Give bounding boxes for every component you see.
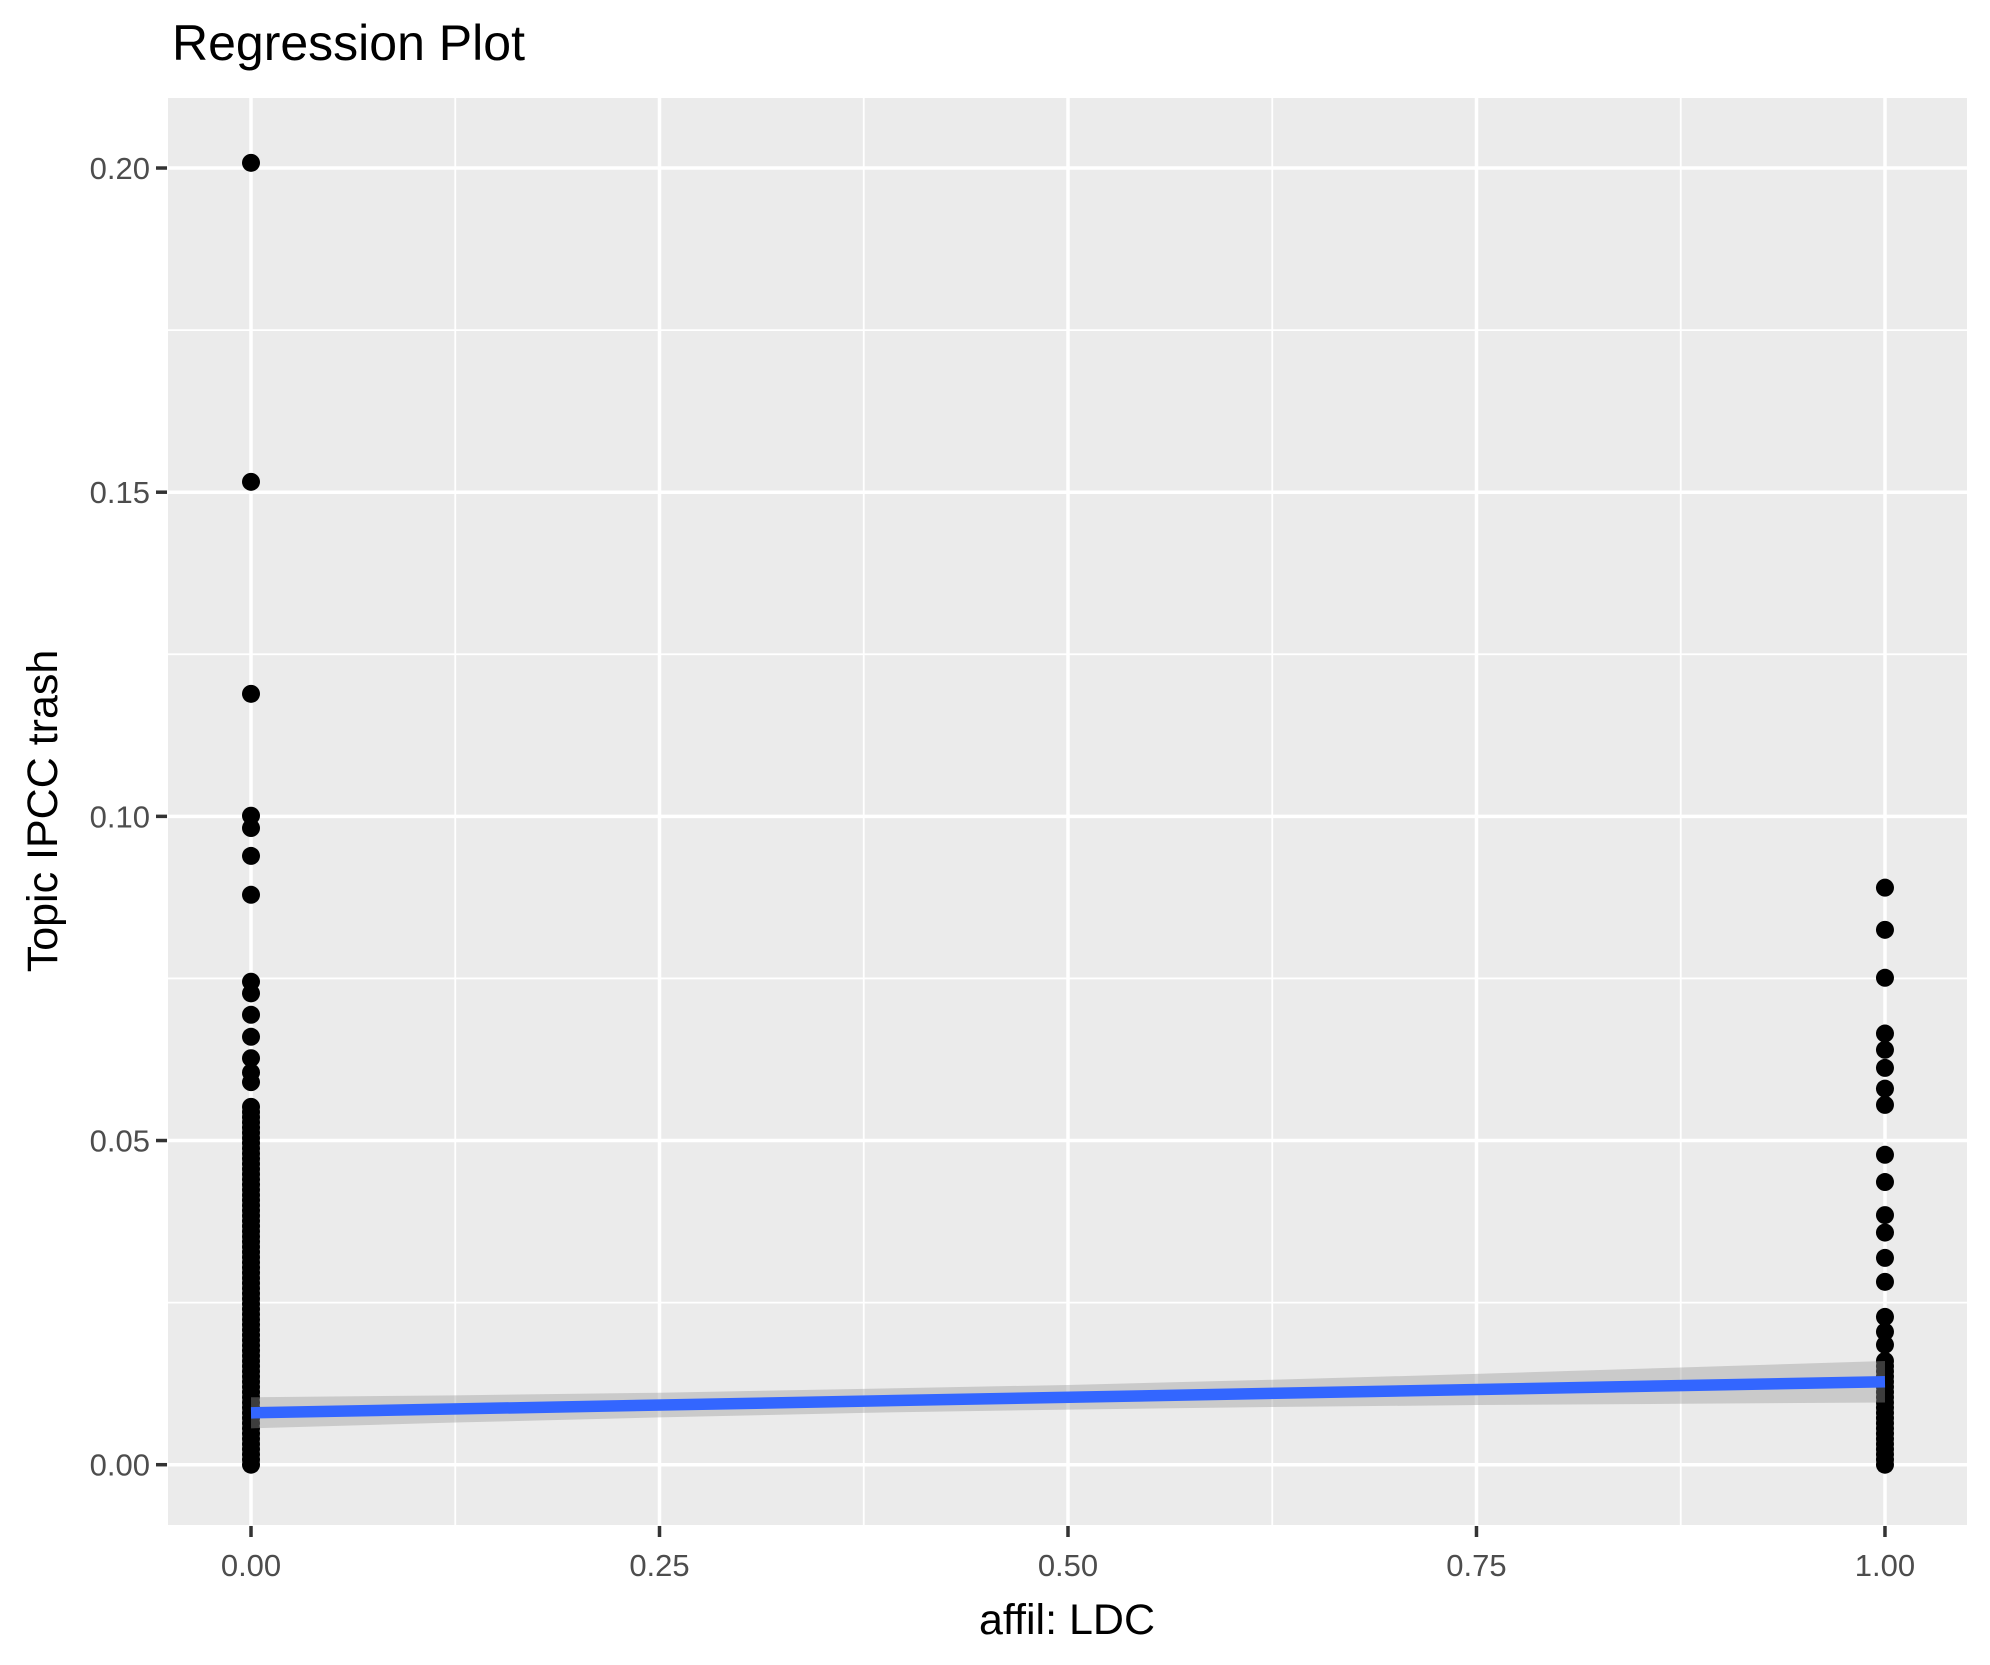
y-axis-title: Topic IPCC trash: [19, 650, 67, 973]
data-point: [1875, 1206, 1894, 1225]
y-tick-label: 0.00: [90, 1448, 150, 1483]
scatter-series-x0: [242, 153, 261, 1474]
y-tick-label: 0.10: [90, 799, 150, 834]
data-point: [242, 1063, 261, 1082]
data-point: [1875, 1272, 1894, 1291]
data-point: [1875, 1322, 1894, 1341]
data-point: [1875, 1335, 1894, 1354]
data-point: [242, 153, 261, 172]
data-point: [242, 1005, 261, 1024]
data-point: [242, 846, 261, 865]
x-axis-title: affil: LDC: [979, 1596, 1155, 1644]
axis-ticks: [156, 166, 1887, 1537]
data-point: [1875, 1058, 1894, 1077]
data-point: [242, 972, 261, 991]
x-tick-label: 0.75: [1446, 1548, 1506, 1583]
data-point: [1875, 1145, 1894, 1164]
tick-labels: 0.00 0.25 0.50 0.75 1.00 0.00 0.05 0.10 0.15 0.20: [90, 151, 1915, 1583]
x-tick-label: 1.00: [1855, 1548, 1915, 1583]
x-tick-label: 0.50: [1038, 1548, 1098, 1583]
data-point: [1875, 1024, 1894, 1043]
chart-layers: 0.00 0.25 0.50 0.75 1.00 0.00 0.05 0.10 0.15 0.20: [90, 98, 1967, 1583]
data-point: [242, 806, 261, 825]
data-point: [1875, 968, 1894, 987]
data-point: [1875, 1248, 1894, 1267]
data-point: [1875, 920, 1894, 939]
data-point: [242, 472, 261, 491]
scatter-series-x1: [1875, 878, 1894, 1474]
regression-line: [250, 1375, 1886, 1419]
data-point: [1875, 1223, 1894, 1242]
data-point: [1875, 1173, 1894, 1192]
data-point: [1875, 1040, 1894, 1059]
data-point: [242, 1097, 261, 1116]
data-point: [1875, 1095, 1894, 1114]
x-tick-label: 0.00: [221, 1548, 281, 1583]
data-point: [242, 684, 261, 703]
y-tick-label: 0.05: [90, 1124, 150, 1159]
data-point: [1875, 1351, 1894, 1370]
y-tick-label: 0.20: [90, 151, 150, 186]
data-point: [242, 819, 261, 838]
x-tick-label: 0.25: [629, 1548, 689, 1583]
major-gridlines: [168, 98, 1967, 1525]
data-point: [242, 1027, 261, 1046]
data-point: [242, 1049, 261, 1068]
data-point: [1875, 1307, 1894, 1326]
plot-title: Regression Plot: [172, 15, 525, 71]
data-point: [242, 885, 261, 904]
data-point: [1875, 878, 1894, 897]
data-point: [1875, 1079, 1894, 1098]
y-tick-label: 0.15: [90, 475, 150, 510]
